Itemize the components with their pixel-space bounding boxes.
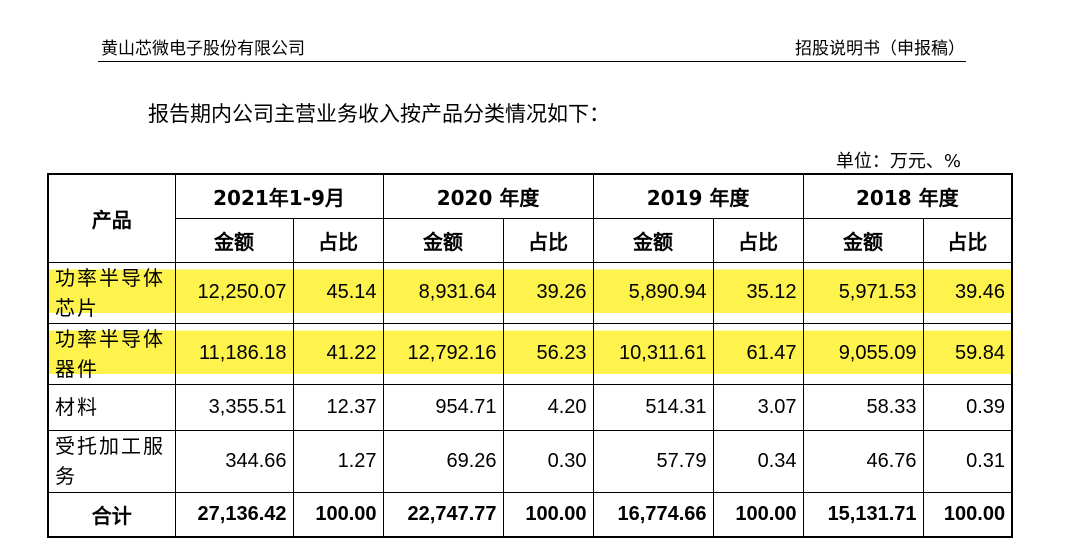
total-ratio: 100.00 — [922, 491, 1013, 538]
product-name: 受托加工服务 — [47, 429, 176, 493]
amount-cell: 11,186.18 — [174, 322, 294, 385]
col-header-period: 2018 年度 — [802, 173, 1013, 219]
amount-cell: 3,355.51 — [174, 383, 294, 431]
amount-cell: 5,971.53 — [802, 261, 924, 324]
amount-cell: 9,055.09 — [802, 322, 924, 385]
amount-cell: 12,250.07 — [174, 261, 294, 324]
ratio-cell: 56.23 — [502, 322, 594, 385]
product-name: 功率半导体芯片 — [47, 261, 176, 324]
col-header-period: 2020 年度 — [382, 173, 594, 219]
amount-cell: 10,311.61 — [592, 322, 714, 385]
col-header-amount: 金额 — [174, 217, 294, 263]
ratio-cell: 39.46 — [922, 261, 1013, 324]
amount-cell: 69.26 — [382, 429, 504, 493]
ratio-cell: 0.31 — [922, 429, 1013, 493]
col-header-ratio: 占比 — [922, 217, 1013, 263]
col-header-ratio: 占比 — [292, 217, 384, 263]
ratio-cell: 0.30 — [502, 429, 594, 493]
company-name: 黄山芯微电子股份有限公司 — [101, 39, 305, 59]
total-ratio: 100.00 — [502, 491, 594, 538]
col-header-ratio: 占比 — [502, 217, 594, 263]
amount-cell: 58.33 — [802, 383, 924, 431]
total-amount: 27,136.42 — [174, 491, 294, 538]
amount-cell: 46.76 — [802, 429, 924, 493]
col-header-ratio: 占比 — [712, 217, 804, 263]
amount-cell: 57.79 — [592, 429, 714, 493]
ratio-cell: 35.12 — [712, 261, 804, 324]
total-ratio: 100.00 — [712, 491, 804, 538]
col-header-amount: 金额 — [382, 217, 504, 263]
product-name: 材料 — [47, 383, 176, 431]
col-header-period: 2021年1-9月 — [174, 173, 384, 219]
amount-cell: 8,931.64 — [382, 261, 504, 324]
ratio-cell: 59.84 — [922, 322, 1013, 385]
ratio-cell: 0.39 — [922, 383, 1013, 431]
total-amount: 22,747.77 — [382, 491, 504, 538]
amount-cell: 344.66 — [174, 429, 294, 493]
table-header-row: 产品 2021年1-9月 2020 年度 2019 年度 2018 年度 — [47, 173, 1013, 263]
ratio-cell: 41.22 — [292, 322, 384, 385]
col-header-amount: 金额 — [802, 217, 924, 263]
intro-text: 报告期内公司主营业务收入按产品分类情况如下： — [148, 102, 610, 126]
ratio-cell: 4.20 — [502, 383, 594, 431]
total-amount: 15,131.71 — [802, 491, 924, 538]
amount-cell: 514.31 — [592, 383, 714, 431]
document-type: 招股说明书（申报稿） — [795, 39, 965, 59]
ratio-cell: 1.27 — [292, 429, 384, 493]
table-row: 功率半导体芯片 12,250.07 45.14 8,931.64 39.26 5… — [47, 261, 1013, 324]
total-row: 合计 27,136.42 100.00 22,747.77 100.00 16,… — [47, 491, 1013, 538]
total-label: 合计 — [47, 491, 176, 538]
unit-label: 单位：万元、% — [835, 151, 961, 172]
amount-cell: 12,792.16 — [382, 322, 504, 385]
revenue-table: 产品 2021年1-9月 2020 年度 2019 年度 2018 年度 金额 … — [47, 173, 1014, 538]
product-name: 功率半导体器件 — [47, 322, 176, 385]
ratio-cell: 61.47 — [712, 322, 804, 385]
ratio-cell: 39.26 — [502, 261, 594, 324]
col-header-product: 产品 — [47, 173, 176, 263]
table-row: 受托加工服务 344.66 1.27 69.26 0.30 57.79 0.34… — [47, 429, 1013, 493]
col-header-period: 2019 年度 — [592, 173, 804, 219]
ratio-cell: 3.07 — [712, 383, 804, 431]
ratio-cell: 45.14 — [292, 261, 384, 324]
ratio-cell: 0.34 — [712, 429, 804, 493]
table-row: 功率半导体器件 11,186.18 41.22 12,792.16 56.23 … — [47, 322, 1013, 385]
ratio-cell: 12.37 — [292, 383, 384, 431]
table-row: 材料 3,355.51 12.37 954.71 4.20 514.31 3.0… — [47, 383, 1013, 431]
col-header-amount: 金额 — [592, 217, 714, 263]
amount-cell: 954.71 — [382, 383, 504, 431]
header-divider — [98, 61, 966, 62]
total-amount: 16,774.66 — [592, 491, 714, 538]
total-ratio: 100.00 — [292, 491, 384, 538]
amount-cell: 5,890.94 — [592, 261, 714, 324]
table-subheader-row: 金额 占比 金额 占比 金额 占比 金额 占比 — [48, 217, 1013, 263]
